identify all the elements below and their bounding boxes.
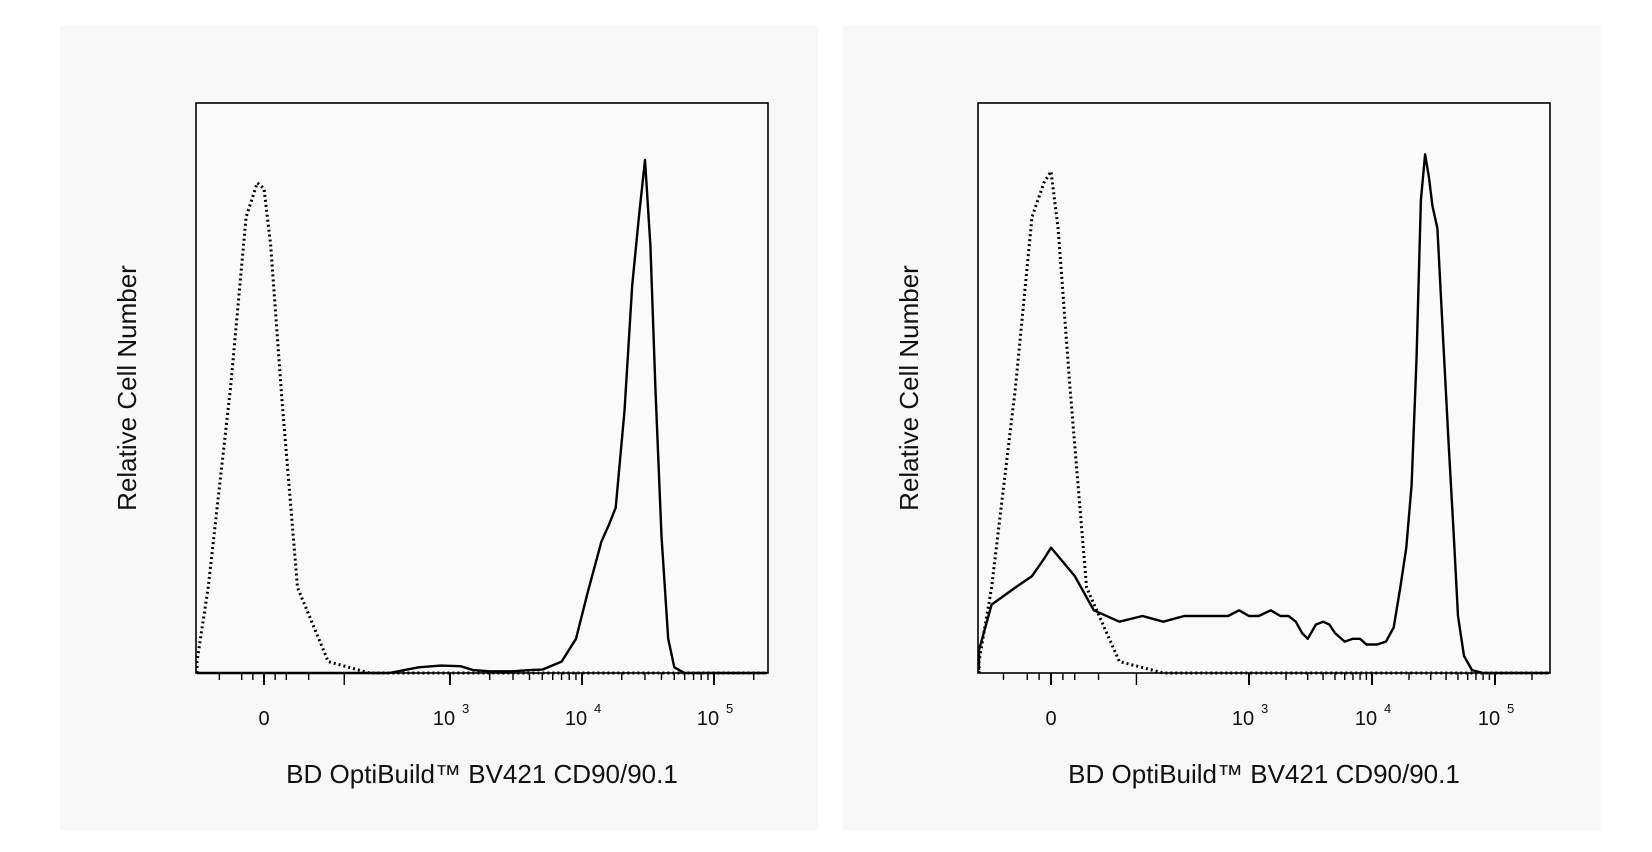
left-x-tick-labels: 0 10 3 10 4 10 5 bbox=[258, 701, 733, 730]
right-x-tick-label: 10 bbox=[1232, 708, 1254, 730]
left-isotype-control-curve bbox=[195, 181, 767, 675]
left-x-tick-exponent: 5 bbox=[726, 701, 733, 716]
left-x-tick-label: 10 bbox=[697, 708, 719, 730]
left-x-tick-label: 10 bbox=[433, 708, 455, 730]
right-x-tick-labels: 0 10 3 10 4 10 5 bbox=[1045, 701, 1514, 730]
right-x-tick-exponent: 5 bbox=[1507, 701, 1514, 716]
left-x-axis-label: BD OptiBuild™ BV421 CD90/90.1 bbox=[286, 759, 678, 789]
right-stained-sample-curve bbox=[977, 153, 1549, 675]
right-isotype-control-curve bbox=[977, 169, 1549, 675]
left-x-tick-exponent: 3 bbox=[462, 701, 469, 716]
right-x-axis-label: BD OptiBuild™ BV421 CD90/90.1 bbox=[1068, 759, 1460, 789]
right-y-axis-label: Relative Cell Number bbox=[894, 265, 924, 511]
right-histogram: 0 10 3 10 4 10 5 BD OptiBuild™ BV421 CD90/90.1… bbox=[894, 102, 1551, 789]
right-x-tick-label: 10 bbox=[1355, 708, 1377, 730]
right-x-tick-label: 10 bbox=[1478, 708, 1500, 730]
right-plot-frame bbox=[977, 102, 1551, 674]
left-plot-frame bbox=[195, 102, 769, 674]
right-x-tick-exponent: 3 bbox=[1261, 701, 1268, 716]
left-x-tick-label: 0 bbox=[258, 708, 269, 730]
left-y-axis-label: Relative Cell Number bbox=[112, 265, 142, 511]
right-x-tick-exponent: 4 bbox=[1384, 701, 1391, 716]
left-curves bbox=[195, 158, 767, 675]
right-curves bbox=[977, 153, 1549, 675]
left-histogram: 0 10 3 10 4 10 5 BD OptiBuild™ BV421 CD90/90.1… bbox=[112, 102, 769, 789]
left-x-tick-label: 10 bbox=[565, 708, 587, 730]
right-x-tick-label: 0 bbox=[1045, 708, 1056, 730]
left-x-tick-exponent: 4 bbox=[594, 701, 601, 716]
left-stained-sample-curve bbox=[197, 158, 767, 675]
